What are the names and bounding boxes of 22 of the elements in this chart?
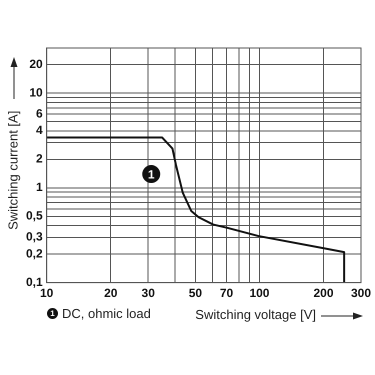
- y-tick-label: 0,2: [26, 246, 43, 260]
- y-tick-label: 20: [29, 56, 43, 71]
- number-badge-icon: 1: [47, 308, 58, 319]
- y-tick-label: 2: [36, 152, 43, 166]
- y-tick-label: 1: [36, 180, 43, 194]
- x-tick-label: 50: [188, 286, 202, 300]
- y-tick-label: 10: [29, 86, 43, 100]
- y-tick-label: 4: [36, 123, 43, 138]
- annotation: 1: [148, 167, 155, 182]
- y-tick-label: 6: [36, 106, 43, 121]
- x-tick-label: 70: [220, 286, 234, 300]
- text: DC, ohmic load: [62, 306, 151, 321]
- x-tick-label: 30: [142, 286, 156, 300]
- y-axis-title: Switching current [A]: [6, 110, 21, 230]
- y-tick-label: 0,1: [26, 274, 43, 289]
- y-tick-label: 0,3: [26, 230, 43, 244]
- y-tick-label: 0,5: [26, 208, 43, 223]
- x-tick-label: 100: [249, 286, 270, 300]
- x-tick-label: 200: [314, 286, 334, 300]
- x-axis-title: Switching voltage [V]: [195, 307, 316, 322]
- x-tick-label: 20: [104, 286, 118, 300]
- x-tick-label: 300: [350, 286, 372, 300]
